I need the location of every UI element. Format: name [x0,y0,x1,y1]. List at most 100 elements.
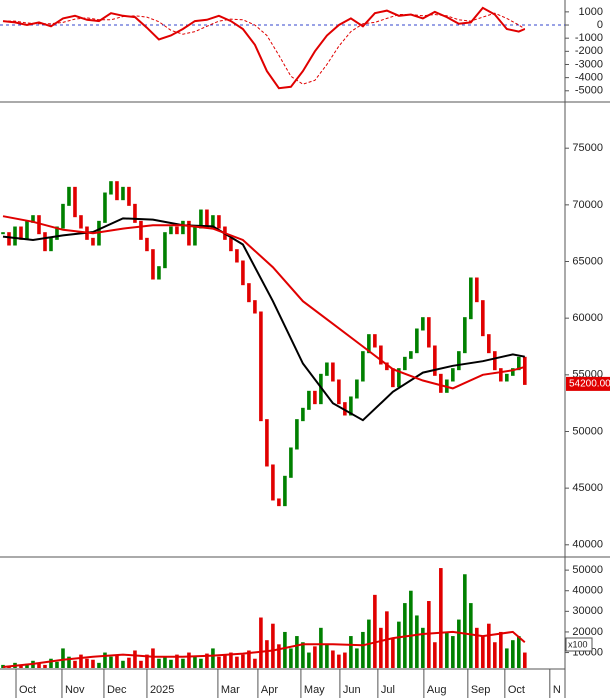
candle [55,226,59,240]
candle [475,277,479,303]
x-tick-label: N [553,684,561,696]
candle [391,368,395,388]
candle [229,237,233,252]
x-tick-label: Sep [471,684,491,696]
candle [331,362,335,382]
candle [145,237,149,252]
candle [523,356,527,385]
volume-bar [295,636,299,668]
volume-bar [127,657,131,668]
candle [49,237,53,252]
candle [451,368,455,382]
volume-bar [235,656,239,668]
candle [217,215,221,229]
y-tick-label: 60000 [572,312,603,324]
volume-bar [91,659,95,668]
volume-bar [421,627,425,668]
candle [403,356,407,371]
candle [487,334,491,354]
x-tick-label: 2025 [150,684,174,696]
x-tick-label: Nov [65,684,85,696]
candle [175,226,179,235]
candle [343,402,347,416]
candle [247,283,251,303]
y-tick-label: -4000 [575,72,603,84]
volume-bar [301,642,305,668]
volume-bar [49,658,53,668]
candle [1,232,5,235]
volume-bar [205,653,209,668]
candle [67,186,71,206]
candle [397,368,401,388]
volume-bar [337,654,341,668]
candle [421,317,425,331]
candle [157,266,161,280]
x-tick-label: Aug [427,684,447,696]
volume-bar [67,656,71,668]
volume-bar [55,661,59,668]
volume-bar [187,652,191,668]
y-tick-label: 40000 [572,585,603,597]
candle [127,186,131,206]
x-tick-label: Mar [221,684,240,696]
series-line [2,217,525,422]
candle [187,220,191,246]
candle [355,379,359,399]
volume-bar [511,640,515,668]
y-tick-label: 50000 [572,564,603,576]
series-line [2,630,526,668]
candle [205,209,209,229]
volume-bar [481,636,485,668]
candle [121,186,125,201]
candle [433,345,437,376]
candle [277,498,281,507]
candle [289,447,293,478]
y-tick-label: -2000 [575,45,603,57]
volume-bar [103,652,107,668]
candle [259,311,263,422]
x-tick-label: May [304,684,325,696]
volume-bar [37,662,41,668]
candle [427,317,431,348]
candle [109,181,113,195]
volume-bar [121,660,125,668]
candle [181,220,185,235]
volume-bar [313,646,317,668]
volume-bar [229,652,233,668]
volume-bar [247,650,251,668]
volume-bar [181,658,185,668]
volume-bar [223,654,227,668]
volume-bar [361,631,365,668]
volume-bar [19,665,23,668]
volume-bar [133,650,137,668]
candle [337,379,341,405]
volume-bar [289,648,293,668]
volume-bar [283,631,287,668]
volume-bar [139,660,143,668]
candle [481,300,485,337]
y-tick-label: -5000 [575,85,603,97]
y-tick-label: -1000 [575,32,603,44]
candle [469,277,473,320]
candle [493,351,497,371]
candle [139,220,143,240]
candle [151,249,155,280]
candle [103,192,107,223]
candle [439,373,443,393]
volume-bar [79,654,83,668]
x-tick-label: Jun [343,684,361,696]
candle [379,345,383,365]
candle [307,390,311,410]
volume-bar [469,603,473,668]
volume-bar [487,623,491,668]
candle [409,351,413,359]
unit-label: x100 [568,639,588,649]
volume-bar [445,631,449,668]
candle [367,334,371,354]
y-tick-label: 1000 [579,6,603,18]
candle [199,209,203,229]
volume-bar [265,640,269,668]
y-tick-label: 50000 [572,425,603,437]
candle [13,226,17,246]
unit-box [565,637,593,652]
